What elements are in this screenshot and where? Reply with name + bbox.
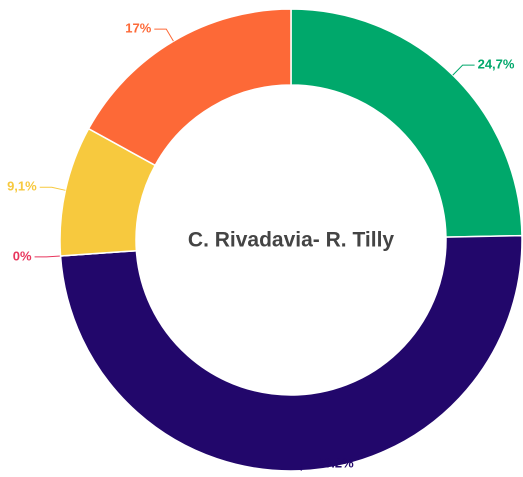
data-label: 0% <box>13 248 32 263</box>
donut-segment <box>59 234 523 472</box>
donut-segment <box>290 8 523 238</box>
data-label: 49.2% <box>317 455 354 470</box>
leader-line <box>452 64 475 76</box>
leader-line <box>34 255 61 258</box>
leader-line <box>154 28 174 42</box>
leader-line <box>300 463 314 471</box>
leader-line <box>39 186 66 191</box>
data-label: 17% <box>125 21 151 36</box>
donut-segment <box>87 8 292 167</box>
chart-title: C. Rivadavia- R. Tilly <box>188 229 395 252</box>
data-label: 9,1% <box>7 179 37 194</box>
data-label: 24,7% <box>478 57 515 72</box>
